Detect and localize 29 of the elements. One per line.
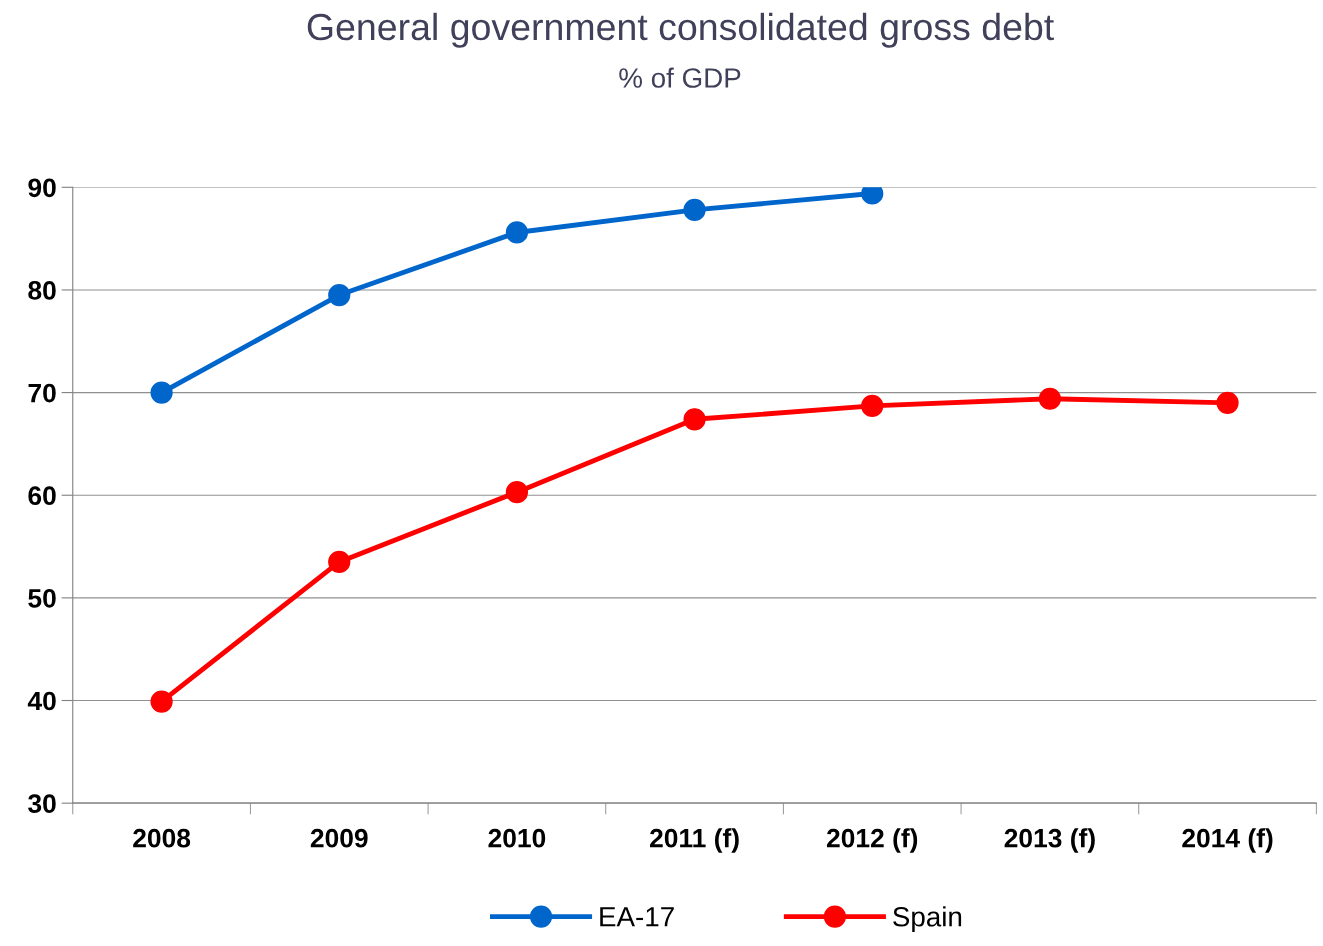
y-tick-label: 90 bbox=[28, 178, 56, 198]
x-tick-label: 2012 (f) bbox=[826, 828, 918, 853]
legend-label: Spain bbox=[893, 906, 962, 933]
point bbox=[683, 408, 706, 431]
y-tick-label: 50 bbox=[28, 589, 56, 608]
legend-label: EA-17 bbox=[600, 907, 674, 927]
x-tick-label: 2014 (f) bbox=[1182, 828, 1273, 853]
point bbox=[1038, 387, 1062, 410]
x-tick-label: 2011 (f) bbox=[650, 828, 739, 853]
x-tick-label: 2010 bbox=[488, 828, 546, 848]
point bbox=[150, 381, 173, 404]
point bbox=[505, 221, 529, 244]
x-tick-label: 2009 bbox=[310, 828, 368, 848]
y-tick-label: 40 bbox=[27, 691, 56, 711]
y-tick-label: 30 bbox=[28, 794, 56, 814]
y-tick-label: 70 bbox=[28, 383, 56, 403]
point bbox=[1216, 391, 1239, 414]
point bbox=[683, 198, 706, 222]
chart-subtitle: % of GDP bbox=[619, 67, 741, 88]
y-tick-label: 80 bbox=[28, 281, 56, 300]
point bbox=[328, 283, 351, 307]
point bbox=[505, 481, 529, 504]
point bbox=[328, 550, 351, 574]
point bbox=[150, 690, 173, 713]
x-tick-label: 2008 bbox=[133, 828, 191, 848]
chart-title: General government consolidated gross debt bbox=[307, 12, 1054, 48]
y-tick-label: 60 bbox=[28, 486, 56, 506]
point bbox=[861, 394, 884, 418]
x-tick-label: 2013 (f) bbox=[1004, 828, 1095, 853]
